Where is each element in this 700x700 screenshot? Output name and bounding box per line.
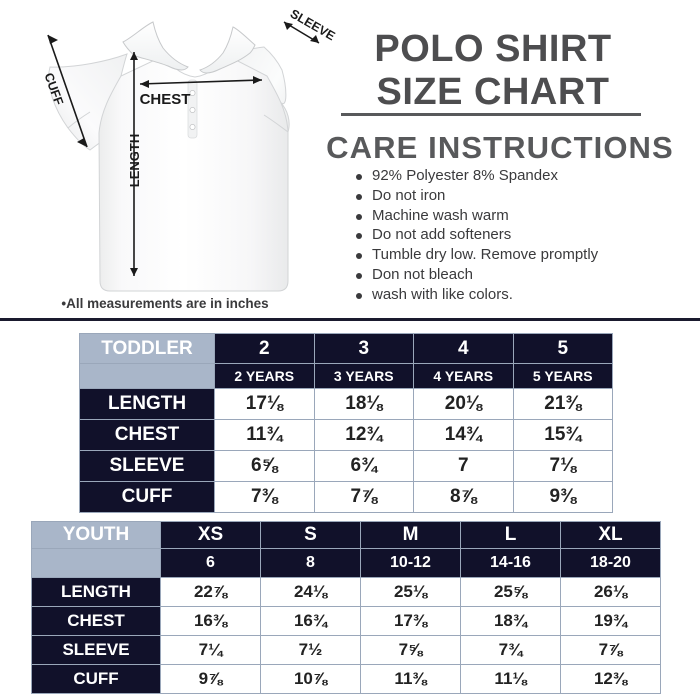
svg-text:CHEST: CHEST bbox=[140, 91, 191, 108]
